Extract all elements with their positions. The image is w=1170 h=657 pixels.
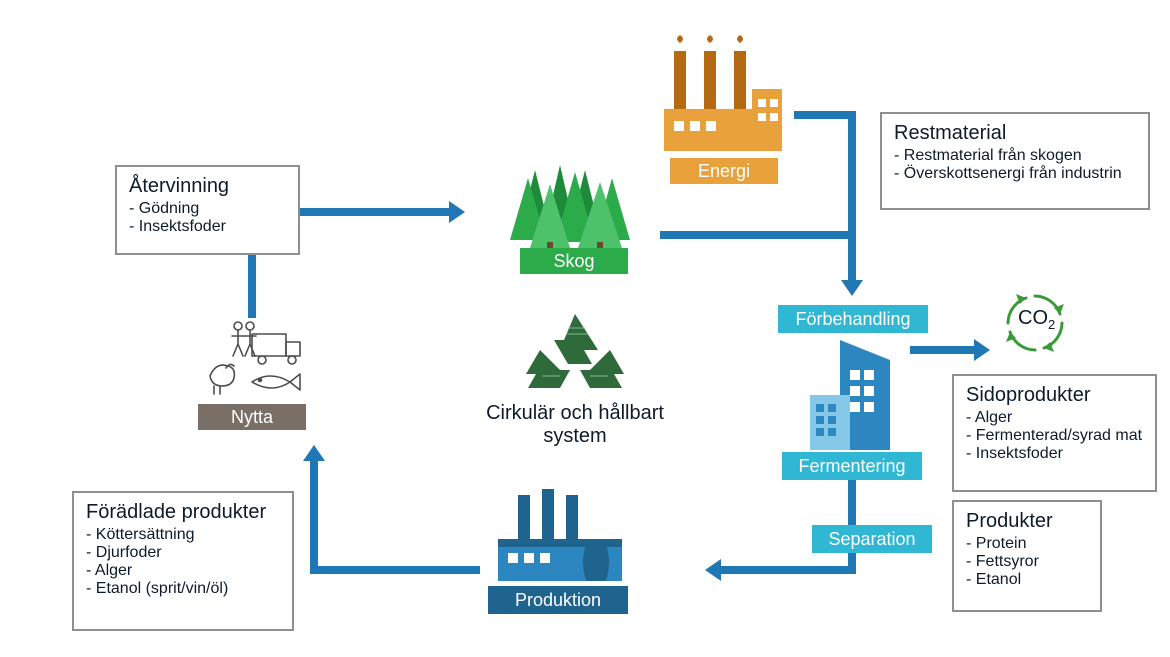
infobox-refined: Förädlade produkter - Köttersättning - D…	[72, 491, 294, 631]
infobox-item: - Köttersättning	[86, 526, 280, 544]
fermentation-building-icon	[800, 340, 900, 450]
infobox-item: - Protein	[966, 535, 1088, 553]
pill-energi: Energi	[670, 158, 778, 184]
infobox-item: - Djurfoder	[86, 544, 280, 562]
infobox-sideproducts: Sidoprodukter - Alger - Fermenterad/syra…	[952, 374, 1157, 492]
co2-sub: 2	[1048, 317, 1055, 332]
pill-forbehandling: Förbehandling	[778, 305, 928, 333]
recycle-icon	[520, 310, 630, 400]
infobox-item: - Överskottsenergi från industrin	[894, 165, 1136, 183]
infobox-restmaterial: Restmaterial - Restmaterial från skogen …	[880, 112, 1150, 210]
forest-icon	[500, 160, 650, 250]
factory-energy-icon	[658, 35, 788, 155]
pill-separation: Separation	[812, 525, 932, 553]
infobox-item: - Insektsfoder	[966, 445, 1143, 463]
infobox-item: - Insektsfoder	[129, 218, 286, 236]
pill-fermentering: Fermentering	[782, 452, 922, 480]
infobox-title: Förädlade produkter	[86, 501, 280, 524]
infobox-item: - Etanol (sprit/vin/öl)	[86, 580, 280, 598]
pill-produktion: Produktion	[488, 586, 628, 614]
infobox-recycling: Återvinning - Gödning - Insektsfoder	[115, 165, 300, 255]
nytta-sketch-icon	[200, 320, 310, 402]
infobox-item: - Restmaterial från skogen	[894, 147, 1136, 165]
infobox-products: Produkter - Protein - Fettsyror - Etanol	[952, 500, 1102, 612]
pill-nytta: Nytta	[198, 404, 306, 430]
infobox-item: - Fermenterad/syrad mat	[966, 427, 1143, 445]
infobox-title: Återvinning	[129, 175, 286, 198]
infobox-item: - Etanol	[966, 571, 1088, 589]
center-caption-line: system	[460, 425, 690, 448]
center-caption-line: Cirkulär och hållbart	[460, 402, 690, 425]
infobox-item: - Alger	[966, 409, 1143, 427]
production-factory-icon	[490, 485, 630, 585]
infobox-item: - Alger	[86, 562, 280, 580]
infobox-title: Restmaterial	[894, 122, 1136, 145]
co2-text: CO	[1018, 307, 1048, 329]
infobox-title: Sidoprodukter	[966, 384, 1143, 407]
pill-skog: Skog	[520, 248, 628, 274]
infobox-item: - Gödning	[129, 200, 286, 218]
infobox-title: Produkter	[966, 510, 1088, 533]
co2-label: CO2	[1018, 307, 1055, 332]
infobox-item: - Fettsyror	[966, 553, 1088, 571]
center-caption: Cirkulär och hållbart system	[460, 402, 690, 448]
